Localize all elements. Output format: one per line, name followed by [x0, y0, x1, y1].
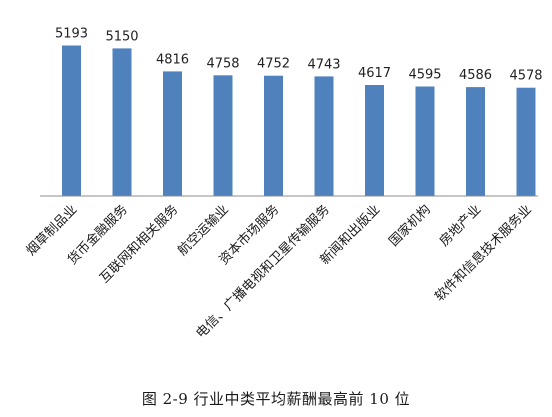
data-label-2: 5150	[105, 29, 138, 44]
x-tick-labels-layer: 烟草制品业货币金融服务互联网和相关服务航空运输业资本市场服务电信、广播电视和卫星…	[24, 202, 535, 342]
figure-caption: 图 2-9 行业中类平均薪酬最高前 10 位	[141, 390, 411, 408]
x-tick-label-9: 房地产业	[436, 202, 484, 250]
bars-layer	[62, 45, 536, 197]
bar-6	[314, 76, 334, 196]
bar-8	[415, 86, 435, 196]
bar-1	[62, 45, 81, 196]
data-label-6: 4743	[307, 57, 340, 72]
data-labels-layer: 5193 5150 4816 4758 4752 4743 4617 4595 4586 4578	[55, 27, 543, 84]
bar-4	[213, 75, 233, 196]
data-label-1: 5193	[55, 27, 88, 42]
data-label-10: 4578	[509, 69, 542, 84]
bar-9	[466, 87, 485, 196]
data-label-9: 4586	[459, 68, 492, 83]
bar-5	[264, 75, 283, 196]
bar-2	[112, 48, 132, 197]
x-tick-label-8: 国家机构	[386, 202, 434, 250]
data-label-7: 4617	[358, 66, 391, 81]
data-label-4: 4758	[206, 56, 239, 71]
bar-7	[365, 85, 384, 196]
data-label-3: 4816	[156, 52, 189, 67]
x-tick-label-10: 软件和信息技术服务业	[432, 202, 535, 305]
bar-10	[516, 87, 536, 196]
data-label-8: 4595	[408, 68, 441, 83]
data-label-5: 4752	[257, 57, 290, 72]
bar-3	[163, 71, 182, 196]
